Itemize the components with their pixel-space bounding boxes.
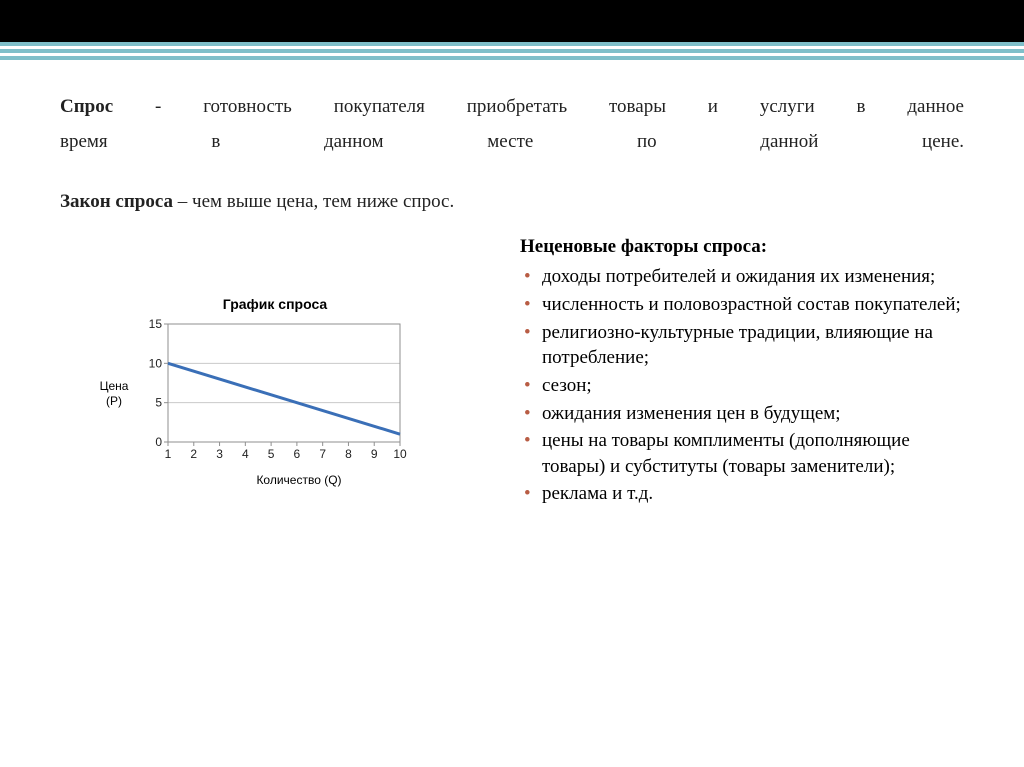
factor-item: сезон; [520,373,964,399]
factor-item: численность и половозрастной состав поку… [520,292,964,318]
svg-text:2: 2 [190,447,197,461]
definition-line1: Спрос - готовность покупателя приобретат… [60,92,964,121]
factor-item: доходы потребителей и ожидания их измене… [520,264,964,290]
ylabel-line1: Цена [100,379,129,393]
chart-ylabel: Цена (P) [90,379,138,408]
svg-text:5: 5 [268,447,275,461]
factor-item: цены на товары комплименты (дополняющие … [520,428,964,479]
svg-text:1: 1 [165,447,172,461]
svg-text:6: 6 [294,447,301,461]
two-column-layout: График спроса Цена (P) 0 5 10 15 1 2 3 4 5 6 7 8 9 10… [60,236,964,509]
top-black-bar [0,0,1024,42]
law-body: – чем выше цена, тем ниже спрос. [173,191,454,212]
svg-text:9: 9 [371,447,378,461]
stripe [0,42,1024,46]
svg-text:0: 0 [155,435,162,449]
chart-xlabel: Количество (Q) [138,473,460,487]
factors-list: доходы потребителей и ожидания их измене… [520,264,964,507]
svg-text:10: 10 [149,357,163,371]
law-line: Закон спроса – чем выше цена, тем ниже с… [60,187,964,216]
svg-text:8: 8 [345,447,352,461]
factor-item: религиозно-культурные традиции, влияющие… [520,320,964,371]
svg-text:5: 5 [155,396,162,410]
chart-column: График спроса Цена (P) 0 5 10 15 1 2 3 4 5 6 7 8 9 10… [60,236,490,509]
decorative-stripes [0,42,1024,60]
definition-body1: - готовность покупателя приобретать това… [113,96,964,117]
definition-line2: время в данном месте по данной цене. [60,127,964,156]
chart-plot: 0 5 10 15 1 2 3 4 5 6 7 8 9 10 [138,316,408,471]
demand-chart: График спроса Цена (P) 0 5 10 15 1 2 3 4 5 6 7 8 9 10… [90,296,460,487]
svg-text:4: 4 [242,447,249,461]
ylabel-line2: (P) [106,394,122,408]
svg-text:15: 15 [149,317,163,331]
factors-title: Неценовые факторы спроса: [520,236,964,258]
factors-column: Неценовые факторы спроса: доходы потреби… [520,236,964,509]
factor-item: ожидания изменения цен в будущем; [520,401,964,427]
stripe [0,56,1024,60]
chart-title: График спроса [90,296,460,312]
law-term: Закон спроса [60,191,173,212]
definition-term: Спрос [60,96,113,117]
slide-content: Спрос - готовность покупателя приобретат… [60,92,964,509]
svg-text:10: 10 [393,447,407,461]
factor-item: реклама и т.д. [520,481,964,507]
stripe [0,49,1024,53]
chart-body: Цена (P) 0 5 10 15 1 2 3 4 5 6 7 8 9 10 [90,316,460,471]
svg-text:3: 3 [216,447,223,461]
svg-text:7: 7 [319,447,326,461]
chart-svg: 0 5 10 15 1 2 3 4 5 6 7 8 9 10 [138,316,408,466]
